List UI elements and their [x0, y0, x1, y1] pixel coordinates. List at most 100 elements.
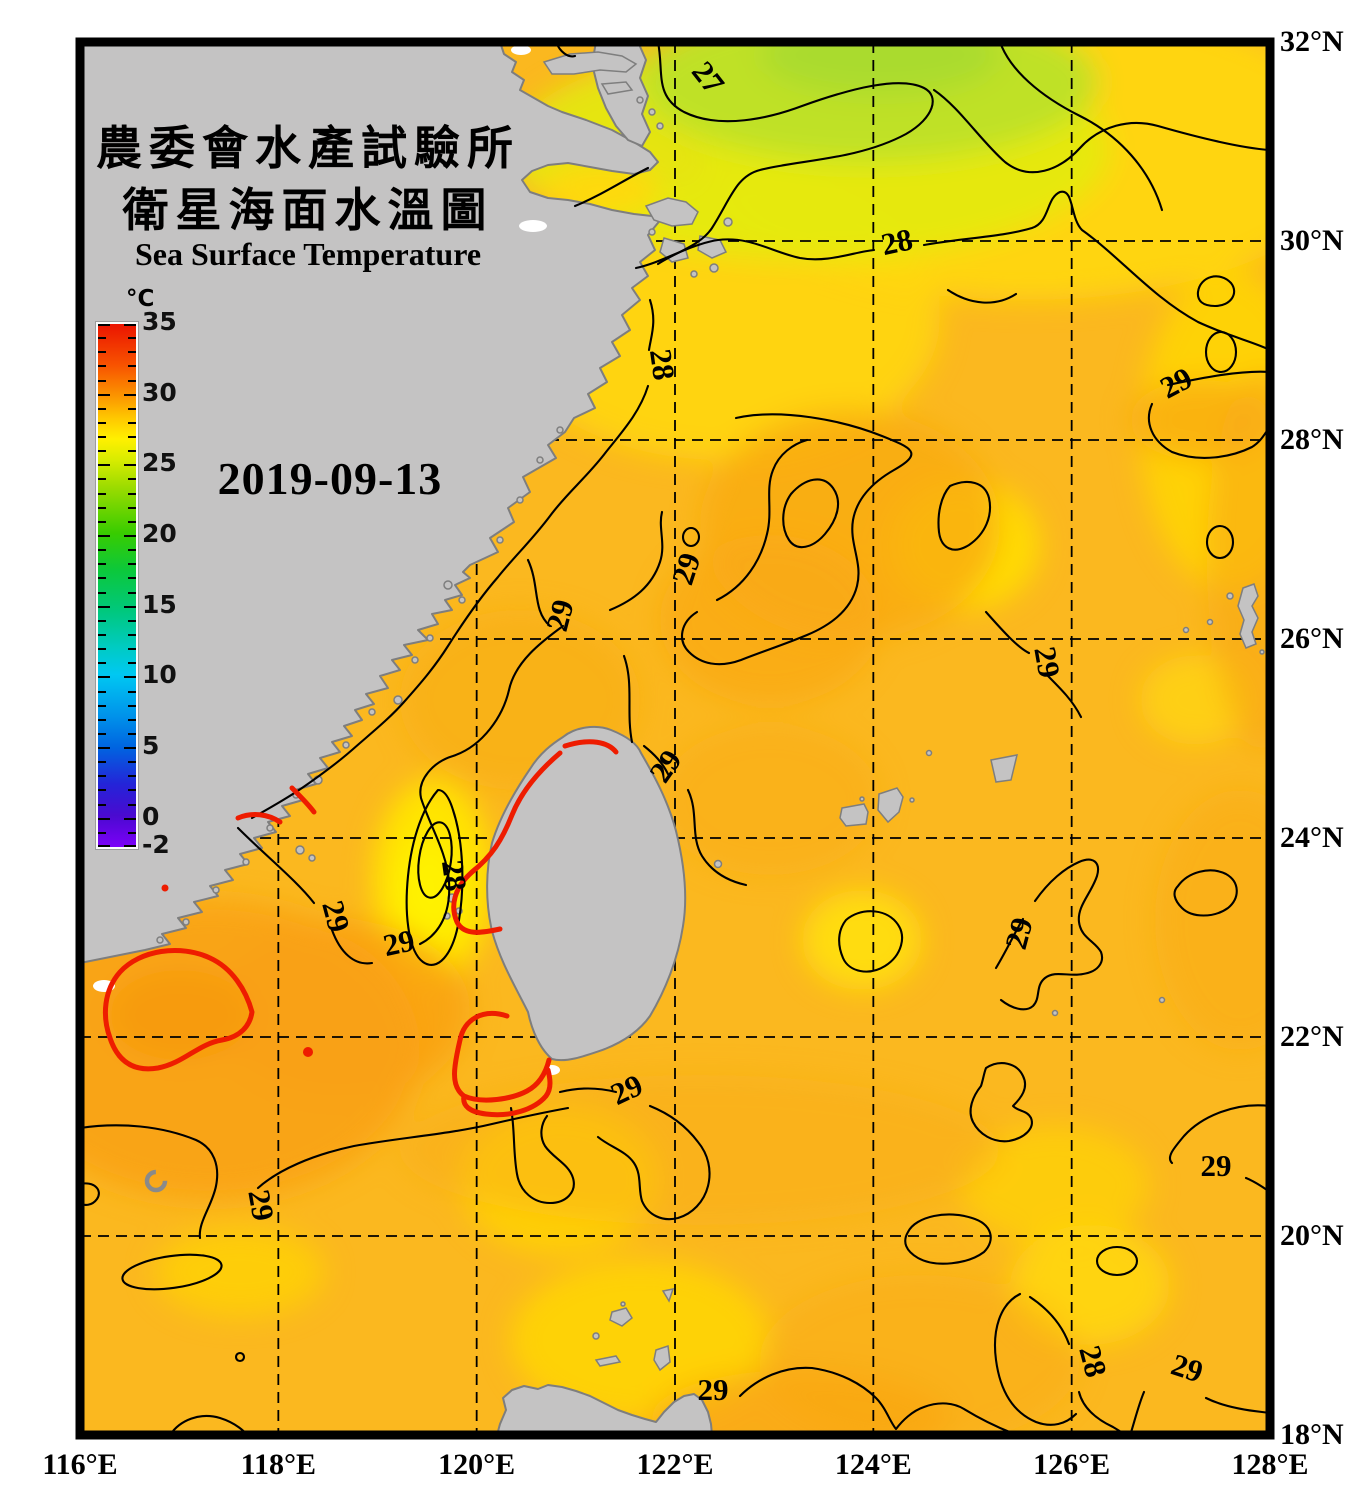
colorbar-tick [128, 619, 136, 622]
colorbar-tick [124, 605, 136, 608]
colorbar-tick [98, 351, 106, 354]
y-axis-label-28N: 28°N [1280, 423, 1344, 456]
colorbar-tick [128, 732, 136, 735]
colorbar-tick [124, 747, 136, 750]
colorbar-tick [98, 633, 106, 636]
colorbar-tick [98, 379, 106, 382]
colorbar-tick [128, 648, 136, 651]
colorbar-tick [98, 662, 106, 665]
colorbar-tick [98, 803, 106, 806]
y-axis-label-22N: 22°N [1280, 1020, 1344, 1053]
chongming-island [542, 51, 638, 75]
colorbar-unit-label: °C [126, 286, 155, 312]
map-date: 2019-09-13 [217, 453, 443, 504]
colorbar-tick [98, 845, 110, 847]
colorbar-tick [128, 831, 136, 834]
colorbar-tick [98, 535, 110, 538]
y-axis-label-30N: 30°N [1280, 224, 1344, 257]
colorbar-tick [124, 324, 136, 326]
cloud-patch [519, 220, 547, 232]
colorbar-tick [98, 520, 106, 523]
x-axis-label-118E: 118°E [240, 1448, 316, 1481]
colorbar-label-25: 25 [142, 448, 177, 478]
x-axis-label-124E: 124°E [834, 1448, 912, 1481]
yaeyama-island [839, 803, 869, 827]
colorbar-tick [98, 676, 110, 679]
taiwan-island [486, 725, 687, 1062]
colorbar-label-10: 10 [142, 660, 177, 690]
colorbar-tick [128, 450, 136, 453]
colorbar-tick [124, 464, 136, 467]
colorbar-tick [128, 351, 136, 354]
okinawa-islets [1237, 583, 1259, 649]
estuary-islet [600, 81, 634, 95]
colorbar-tick [128, 337, 136, 340]
colorbar-tick [98, 506, 106, 509]
colorbar-tick [128, 577, 136, 580]
colorbar-tick [124, 535, 136, 538]
colorbar-tick [98, 775, 106, 778]
colorbar-tick [98, 732, 106, 735]
contour-label-29: 29 [698, 1372, 729, 1407]
colorbar-label-30: 30 [142, 377, 177, 407]
contour-label-29: 29 [1027, 644, 1067, 681]
colorbar-tick [128, 478, 136, 481]
colorbar-tick [98, 704, 106, 707]
colorbar-tick [128, 803, 136, 806]
colorbar-tick [98, 464, 110, 467]
x-axis-label-120E: 120°E [438, 1448, 516, 1481]
warm-isotherm-contours [102, 739, 619, 1118]
x-axis-label-122E: 122°E [636, 1448, 714, 1481]
mainland-china-landmass [80, 42, 663, 964]
y-axis-label-18N: 18°N [1280, 1418, 1344, 1451]
colorbar-tick [128, 520, 136, 523]
colorbar-tick [128, 591, 136, 594]
zhoushan-island [644, 197, 699, 227]
contour-label-28: 28 [878, 221, 916, 262]
colorbar-label--2: -2 [142, 830, 170, 859]
colorbar-tick [98, 747, 110, 750]
colorbar-tick [98, 324, 110, 326]
contour-label-29: 29 [380, 922, 418, 963]
colorbar-tick [128, 407, 136, 410]
x-axis-label-116E: 116°E [42, 1448, 118, 1481]
colorbar-tick [98, 648, 106, 651]
gueishan-islet [713, 859, 723, 869]
babuyan-island [609, 1307, 633, 1327]
colorbar-tick [128, 421, 136, 424]
colorbar-tick [128, 379, 136, 382]
colorbar-tick [98, 393, 110, 396]
colorbar-label-0: 0 [142, 801, 160, 831]
contour-label-29: 29 [1201, 1148, 1232, 1183]
colorbar-tick [124, 393, 136, 396]
colorbar-tick [128, 563, 136, 566]
y-axis-label-24N: 24°N [1280, 821, 1344, 854]
isotherm-contours [80, 42, 1270, 1435]
colorbar-tick [128, 690, 136, 693]
luzon-landmass [496, 1384, 713, 1435]
contour-label-29: 29 [241, 1187, 281, 1224]
y-axis-label-32N: 32°N [1280, 25, 1344, 58]
colorbar-tick [98, 436, 106, 439]
colorbar-tick [98, 591, 106, 594]
colorbar-tick [98, 577, 106, 580]
landmasses [80, 42, 1265, 1435]
colorbar-tick [98, 789, 106, 792]
title-chinese-line1: 農委會水產試驗所 [96, 123, 520, 174]
warm-spot [303, 1047, 313, 1057]
colorbar-tick [98, 605, 110, 608]
colorbar-tick [128, 506, 136, 509]
colorbar-tick [98, 718, 106, 721]
colorbar-label-20: 20 [142, 519, 177, 549]
colorbar-tick [98, 492, 106, 495]
colorbar-label-35: 35 [142, 307, 177, 336]
miyako-island [990, 754, 1019, 783]
colorbar-label-15: 15 [142, 589, 177, 619]
title-chinese-line2: 衛星海面水溫圖 [122, 185, 494, 236]
x-axis-label-128E: 128°E [1231, 1448, 1309, 1481]
colorbar-tick [128, 704, 136, 707]
colorbar-tick [98, 407, 106, 410]
colorbar-tick [98, 831, 106, 834]
